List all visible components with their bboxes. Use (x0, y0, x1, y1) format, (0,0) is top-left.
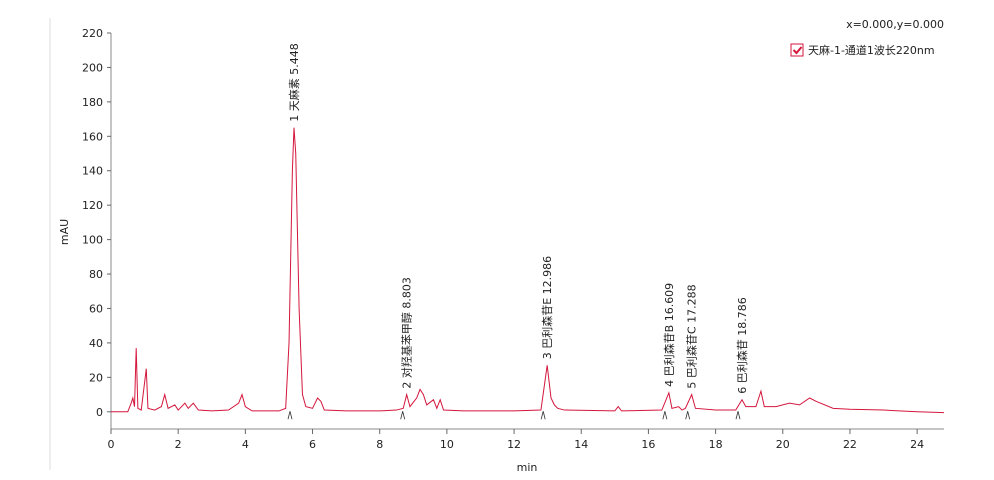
x-tick-label: 16 (641, 438, 655, 451)
legend-checkbox (790, 43, 804, 57)
peak-label: 6 巴利森苷 18.786 (735, 297, 749, 393)
y-tick-label: 140 (82, 165, 103, 178)
y-tick-label: 160 (82, 130, 103, 143)
y-tick-label: 20 (89, 371, 103, 384)
legend-check (792, 46, 803, 55)
x-tick-label: 18 (709, 438, 723, 451)
y-tick-label: 0 (96, 406, 103, 419)
x-tick-label: 4 (242, 438, 249, 451)
y-tick-label: 40 (89, 337, 103, 350)
y-tick-label: 120 (82, 199, 103, 212)
x-tick-label: 14 (574, 438, 588, 451)
y-axis-label: mAU (58, 219, 71, 245)
x-tick-label: 2 (175, 438, 182, 451)
y-tick-label: 180 (82, 96, 103, 109)
baseline-marker (400, 411, 406, 420)
y-tick-label: 60 (89, 302, 103, 315)
peak-label: 1 天麻素 5.448 (287, 43, 301, 121)
x-tick-label: 22 (843, 438, 857, 451)
trace-line (111, 127, 945, 414)
y-tick-label: 100 (82, 234, 103, 247)
coordinate-readout: x=0.000,y=0.000 (846, 18, 944, 31)
legend-label: 天麻-1-通道1波长220nm (808, 43, 935, 57)
baseline-marker (685, 411, 691, 420)
peak-label: 5 巴利森苷C 17.288 (685, 284, 699, 388)
x-tick-label: 12 (507, 438, 521, 451)
baseline-marker (662, 411, 668, 420)
peak-label: 2 对羟基苯甲醇 8.803 (400, 277, 414, 388)
x-tick-label: 6 (309, 438, 316, 451)
x-tick-label: 0 (108, 438, 115, 451)
y-tick-label: 220 (82, 27, 103, 40)
x-tick-label: 20 (776, 438, 790, 451)
baseline-marker (735, 411, 741, 420)
x-tick-label: 24 (910, 438, 924, 451)
y-tick-label: 200 (82, 61, 103, 74)
baseline-marker (540, 411, 546, 420)
y-tick-label: 80 (89, 268, 103, 281)
baseline-marker (287, 411, 293, 420)
peak-label: 4 巴利森苷B 16.609 (662, 283, 676, 387)
peak-label: 3 巴利森苷E 12.986 (540, 256, 554, 359)
x-tick-label: 8 (376, 438, 383, 451)
x-axis-label: min (517, 461, 538, 474)
x-tick-label: 10 (440, 438, 454, 451)
